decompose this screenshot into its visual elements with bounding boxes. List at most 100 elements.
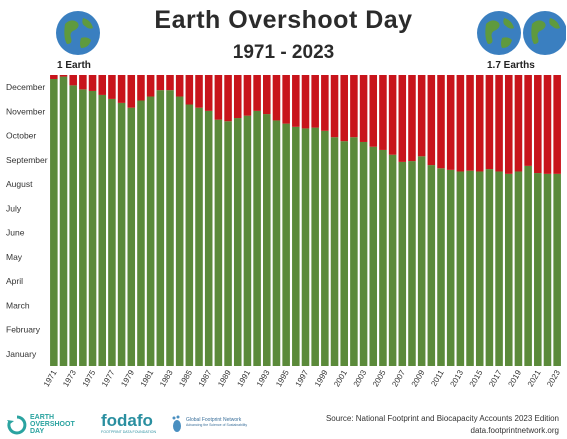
x-tick-label: 1987 (197, 368, 214, 388)
bar-red (369, 75, 378, 147)
page-subtitle: 1971 - 2023 (232, 42, 335, 63)
bar-red (456, 75, 465, 172)
y-tick-label: March (6, 300, 30, 310)
globe-icon (477, 11, 521, 55)
bar-red (485, 75, 494, 170)
gfn-logo-line1: Global Footprint Network (186, 417, 242, 423)
bar-red (388, 75, 397, 155)
bar-red (233, 75, 242, 119)
bar-green (50, 78, 58, 367)
bar-red (301, 75, 310, 129)
recycle-arrow-icon (7, 415, 27, 435)
bar-red (359, 75, 368, 142)
bar-red (398, 75, 407, 162)
bar-green (417, 156, 426, 366)
bar-green (59, 76, 68, 366)
bar-green (466, 170, 474, 366)
bar-green (475, 171, 484, 366)
bar-green (514, 171, 523, 366)
x-tick-label: 1989 (216, 368, 233, 388)
bar-green (534, 173, 542, 366)
y-tick-label: August (6, 179, 33, 189)
eod-logo: EARTH OVERSHOOT DAY (30, 414, 75, 435)
x-tick-label: 2023 (545, 368, 562, 388)
source-line-2: data.footprintnetwork.org (470, 426, 560, 435)
bar-green (553, 173, 561, 366)
bar-green (195, 107, 203, 366)
bar-red (243, 75, 252, 116)
bar-red (137, 75, 145, 101)
gfn-logo-line2: Advancing the Science of Sustainability (186, 423, 248, 427)
y-tick-label: May (6, 252, 23, 262)
bar-green (108, 98, 116, 367)
bar-red (427, 75, 436, 166)
chart: January February March April May June July Augu… (6, 75, 562, 388)
bar-green (146, 96, 155, 366)
x-tick-label: 2003 (352, 368, 369, 388)
bar-red (59, 75, 68, 77)
x-tick-label: 2015 (468, 368, 485, 388)
bar-red (282, 75, 290, 124)
bar-red (292, 75, 300, 127)
bar-green (330, 137, 339, 366)
y-tick-label: September (6, 155, 48, 165)
bar-green (127, 107, 136, 366)
bar-red (379, 75, 387, 150)
x-tick-label: 1981 (139, 368, 156, 388)
eod-logo-line3: DAY (30, 428, 45, 435)
bar-red (195, 75, 203, 108)
bar-red (514, 75, 523, 172)
bar-red (466, 75, 474, 171)
bar-green (437, 168, 445, 366)
bar-red (534, 75, 542, 174)
bar-red (437, 75, 445, 169)
y-tick-label: January (6, 349, 37, 359)
x-tick-label: 1973 (61, 368, 78, 388)
bar-red (108, 75, 116, 99)
bar-red (146, 75, 155, 97)
bar-red (263, 75, 271, 115)
bar-red (311, 75, 319, 128)
bar-red (504, 75, 513, 174)
bar-green (301, 128, 310, 366)
bar-green (156, 90, 165, 367)
bar-green (253, 110, 261, 366)
x-tick-label: 2019 (506, 368, 523, 388)
bar-green (292, 126, 300, 366)
bar-green (233, 118, 242, 366)
bar-red (272, 75, 281, 121)
globe-icon (56, 11, 100, 55)
footprint-icon (172, 415, 181, 432)
fodafo-sub: FOOTPRINT DATA FOUNDATION (101, 430, 157, 434)
bar-green (185, 104, 194, 366)
bar-green (204, 110, 213, 366)
bar-green (369, 146, 378, 366)
y-tick-label: June (6, 228, 25, 238)
x-tick-label: 1995 (274, 368, 291, 388)
bar-green (427, 165, 436, 366)
bar-red (350, 75, 358, 138)
bar-red (253, 75, 261, 111)
x-tick-label: 1971 (42, 368, 59, 388)
bar-red (543, 75, 552, 174)
bar-green (504, 173, 513, 366)
right-earth-label: 1.7 Earths (487, 60, 535, 71)
source-line-1: Source: National Footprint and Biocapaci… (325, 414, 559, 423)
bar-red (69, 75, 77, 86)
bar-red (553, 75, 561, 174)
bar-green (117, 102, 126, 367)
bar-green (263, 114, 271, 366)
gfn-logo: Global Footprint Network Advancing the S… (186, 417, 247, 427)
bar-green (485, 169, 494, 366)
globe-icon (523, 11, 566, 55)
bar-green (214, 119, 223, 367)
bar-red (98, 75, 107, 95)
bar-green (282, 123, 290, 366)
x-tick-label: 2001 (332, 368, 349, 388)
bar-green (408, 161, 416, 366)
bar-red (524, 75, 532, 166)
bar-green (311, 127, 319, 367)
bar-green (524, 165, 532, 366)
bar-red (127, 75, 136, 108)
x-tick-label: 1999 (313, 368, 330, 388)
